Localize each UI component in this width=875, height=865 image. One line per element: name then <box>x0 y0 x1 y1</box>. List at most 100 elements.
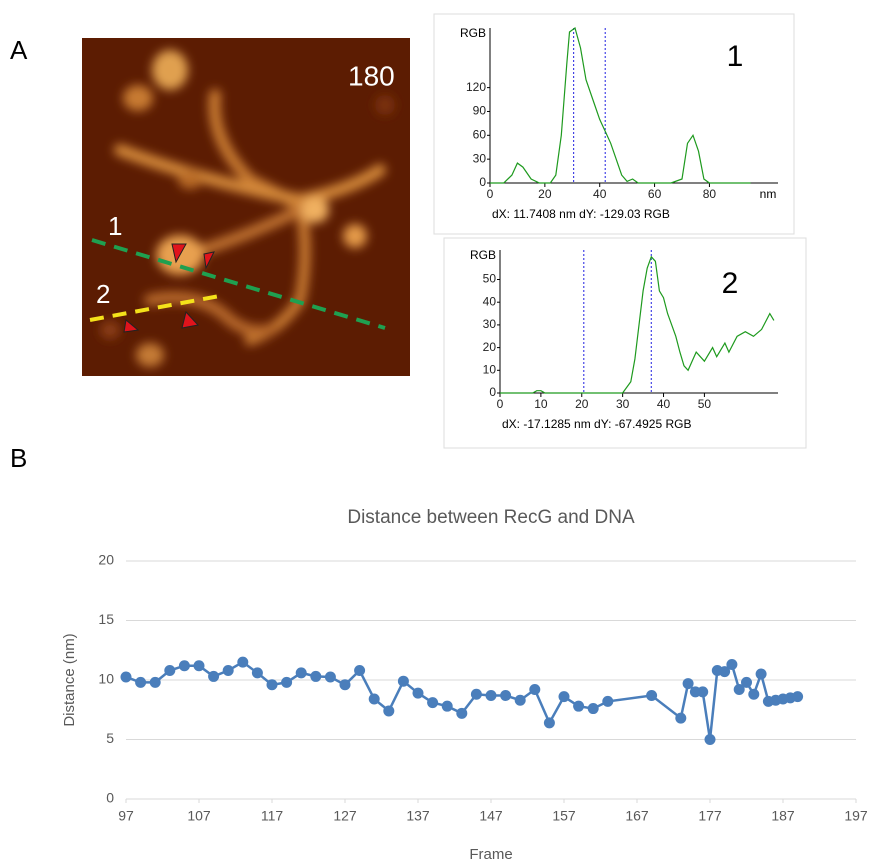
x-axis-label: Frame <box>469 846 512 863</box>
x-tick-label: 127 <box>333 808 357 824</box>
panel-label: B <box>10 443 27 473</box>
x-tick-label: 20 <box>575 397 589 411</box>
y-tick-label: 20 <box>483 340 497 354</box>
data-line <box>490 27 751 184</box>
data-point <box>397 675 409 687</box>
data-point <box>646 689 658 701</box>
data-point <box>741 676 752 688</box>
data-point <box>120 671 132 683</box>
data-point <box>368 693 380 705</box>
readout: dX: 11.7408 nm dY: -129.03 RGB <box>492 207 670 221</box>
x-tick-label: 97 <box>118 808 134 824</box>
data-point <box>456 707 468 719</box>
x-tick-label: 117 <box>261 808 284 824</box>
panel-label: A <box>10 35 28 65</box>
x-tick-label: 167 <box>625 808 649 824</box>
y-tick-label: 15 <box>98 611 114 627</box>
y-axis-label: Distance (nm) <box>61 633 78 726</box>
y-tick-label: 5 <box>106 730 114 746</box>
x-tick-label: 107 <box>187 808 211 824</box>
readout: dX: -17.1285 nm dY: -67.4925 RGB <box>502 417 691 431</box>
data-point <box>755 668 767 680</box>
data-point <box>383 705 395 717</box>
profile-number: 2 <box>722 267 739 300</box>
data-point <box>543 717 555 729</box>
x-tick-label: 20 <box>538 187 552 201</box>
data-point <box>295 667 307 679</box>
data-point <box>266 679 278 691</box>
data-point <box>237 656 249 668</box>
data-point <box>792 691 804 703</box>
line-label: 2 <box>96 279 110 309</box>
data-point <box>529 684 541 696</box>
data-point <box>726 659 738 671</box>
x-tick-label: 40 <box>593 187 607 201</box>
line-label: 1 <box>108 211 122 241</box>
data-point <box>427 697 439 709</box>
x-tick-label: 187 <box>771 808 795 824</box>
profile-frame <box>443 237 807 449</box>
x-tick-label: 10 <box>534 397 548 411</box>
data-point <box>587 703 599 715</box>
data-point <box>602 695 614 707</box>
x-tick-label: 0 <box>487 187 494 201</box>
data-point <box>485 689 497 701</box>
data-point <box>281 676 293 688</box>
y-tick-label: 0 <box>106 790 114 806</box>
x-tick-label: 80 <box>703 187 717 201</box>
x-tick-label: 0 <box>497 397 504 411</box>
profile-number: 1 <box>727 40 744 73</box>
data-point <box>558 691 570 703</box>
x-tick-label: 60 <box>648 187 662 201</box>
data-point <box>354 664 366 676</box>
data-point <box>135 676 147 688</box>
y-tick-label: 20 <box>98 552 114 568</box>
data-point <box>324 671 336 683</box>
data-point <box>164 664 176 676</box>
y-tick-label: 30 <box>483 317 497 331</box>
data-point <box>748 688 760 700</box>
data-point <box>733 684 745 696</box>
data-point <box>719 666 731 678</box>
y-tick-label: 60 <box>473 127 487 141</box>
x-tick-label: 197 <box>844 808 868 824</box>
x-tick-label: 137 <box>406 808 430 824</box>
x-tick-label: 30 <box>616 397 630 411</box>
data-point <box>500 689 512 701</box>
x-tick-label: 40 <box>657 397 671 411</box>
data-point <box>222 664 234 676</box>
afm-image: 180 1 2 <box>82 38 410 376</box>
data-point <box>149 676 161 688</box>
y-tick-label: 40 <box>483 294 497 308</box>
data-line <box>125 660 798 740</box>
x-tick-label: 177 <box>698 808 722 824</box>
x-tick-label: 147 <box>479 808 503 824</box>
chart-title: Distance between RecG and DNA <box>347 507 635 528</box>
data-point <box>339 679 351 691</box>
y-tick-label: 90 <box>473 104 487 118</box>
data-point <box>514 694 526 706</box>
data-point <box>682 678 694 690</box>
x-tick-label: 50 <box>698 397 712 411</box>
y-axis-label: RGB <box>460 26 486 40</box>
profile-frame <box>433 13 795 235</box>
data-point <box>208 670 220 682</box>
y-tick-label: 30 <box>473 151 487 165</box>
x-axis-label: nm <box>760 187 777 201</box>
data-point <box>193 660 205 672</box>
y-tick-label: 10 <box>483 362 497 376</box>
y-tick-label: 120 <box>466 80 486 94</box>
data-point <box>310 670 322 682</box>
y-tick-label: 0 <box>489 385 496 399</box>
y-axis-label: RGB <box>470 248 496 262</box>
data-point <box>441 700 453 712</box>
data-point <box>697 686 709 698</box>
y-tick-label: 0 <box>479 175 486 189</box>
data-point <box>251 667 263 679</box>
data-point <box>412 687 424 699</box>
data-point <box>704 734 716 745</box>
data-point <box>178 660 190 672</box>
data-point <box>675 712 687 724</box>
